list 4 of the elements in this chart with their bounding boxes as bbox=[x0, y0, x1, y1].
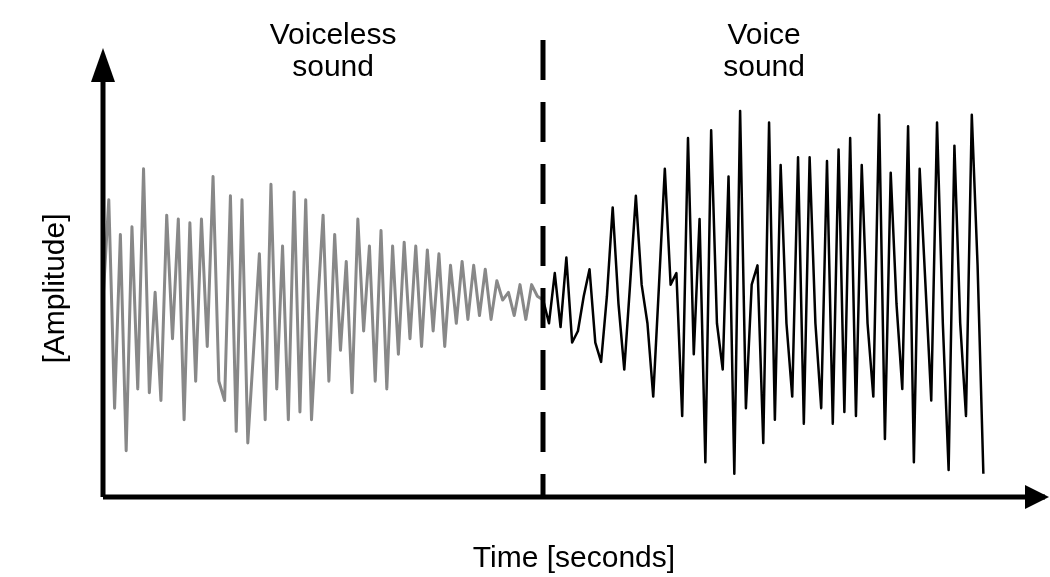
text: Voiceless sound bbox=[268, 17, 398, 82]
x-axis-title: Time [seconds] bbox=[472, 540, 676, 573]
y-axis-title: [Amplitude] bbox=[36, 213, 70, 364]
text: Voice sound bbox=[722, 17, 806, 82]
